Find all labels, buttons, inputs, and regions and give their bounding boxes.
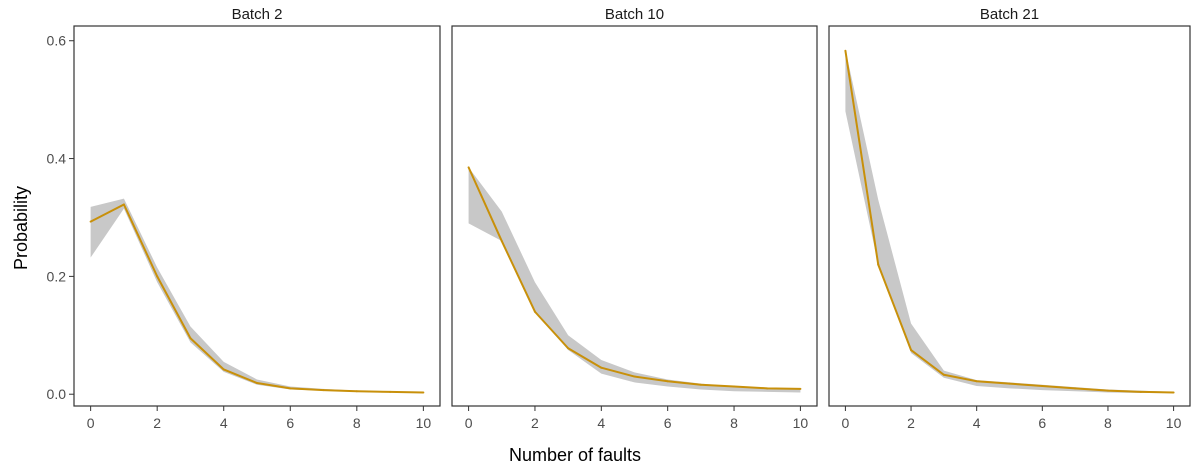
y-tick-label: 0.6 bbox=[47, 33, 67, 49]
data-point bbox=[89, 220, 92, 223]
data-point bbox=[1041, 384, 1044, 387]
panel-2: Batch 10 0 2 4 6 8 10 bbox=[451, 6, 818, 431]
data-point bbox=[975, 380, 978, 383]
y-tick-label: 0.2 bbox=[47, 268, 67, 284]
confidence-band bbox=[90, 198, 424, 394]
data-point bbox=[1139, 390, 1142, 393]
data-point bbox=[189, 337, 192, 340]
confidence-band bbox=[468, 167, 801, 393]
panel-frame bbox=[451, 25, 818, 407]
data-point bbox=[467, 166, 470, 169]
data-point bbox=[533, 310, 536, 313]
data-point bbox=[156, 275, 159, 278]
data-point bbox=[122, 203, 125, 206]
data-point bbox=[322, 389, 325, 392]
data-point bbox=[1074, 387, 1077, 390]
y-tick-label: 0.0 bbox=[47, 386, 67, 402]
x-tick-label: 6 bbox=[1038, 415, 1046, 431]
data-point bbox=[567, 347, 570, 350]
data-point bbox=[766, 387, 769, 390]
data-point bbox=[910, 349, 913, 352]
x-tick-label: 8 bbox=[730, 415, 738, 431]
data-point bbox=[1008, 382, 1011, 385]
panel-frame bbox=[828, 25, 1191, 407]
data-point bbox=[942, 373, 945, 376]
data-point bbox=[289, 387, 292, 390]
series-line bbox=[90, 203, 424, 394]
x-tick-label: 6 bbox=[664, 415, 672, 431]
x-tick-label: 0 bbox=[87, 415, 95, 431]
data-point bbox=[256, 382, 258, 385]
data-point bbox=[877, 263, 880, 266]
x-tick-label: 10 bbox=[1166, 415, 1182, 431]
data-point bbox=[799, 387, 802, 390]
data-point bbox=[1106, 389, 1109, 392]
series-line bbox=[844, 50, 1174, 394]
data-point bbox=[389, 390, 392, 393]
panels: Batch 2 0 2 4 6 8 10 Batch 10 0 2 4 6 8 10 Batch 21 0 2 4… bbox=[73, 6, 1191, 431]
x-tick-label: 4 bbox=[973, 415, 981, 431]
x-tick-label: 6 bbox=[286, 415, 294, 431]
x-tick-label: 8 bbox=[353, 415, 361, 431]
panel-strip-label: Batch 2 bbox=[232, 6, 283, 23]
data-point bbox=[222, 368, 225, 371]
data-point bbox=[355, 390, 358, 393]
y-axis: 0.0 0.2 0.4 0.6 bbox=[47, 33, 74, 402]
panel-strip-label: Batch 21 bbox=[980, 6, 1039, 23]
data-point bbox=[1172, 391, 1175, 394]
x-tick-label: 2 bbox=[907, 415, 915, 431]
x-tick-label: 10 bbox=[793, 415, 809, 431]
x-tick-label: 0 bbox=[842, 415, 850, 431]
x-tick-label: 4 bbox=[597, 415, 605, 431]
x-tick-label: 2 bbox=[531, 415, 539, 431]
panel-3: Batch 21 0 2 4 6 8 10 bbox=[828, 6, 1191, 431]
x-tick-label: 4 bbox=[220, 415, 228, 431]
x-tick-label: 10 bbox=[416, 415, 432, 431]
series-line bbox=[467, 166, 801, 390]
y-tick-label: 0.4 bbox=[47, 151, 67, 167]
x-axis-title: Number of faults bbox=[509, 445, 641, 465]
x-tick-label: 0 bbox=[465, 415, 473, 431]
data-point bbox=[844, 49, 847, 52]
y-axis-title: Probability bbox=[11, 186, 31, 270]
x-tick-label: 8 bbox=[1104, 415, 1112, 431]
data-point bbox=[600, 366, 603, 369]
data-point bbox=[733, 385, 736, 388]
x-tick-label: 2 bbox=[153, 415, 161, 431]
panel-strip-label: Batch 10 bbox=[605, 6, 664, 23]
panel-1: Batch 2 0 2 4 6 8 10 bbox=[73, 6, 441, 431]
data-point bbox=[666, 380, 669, 383]
data-point bbox=[500, 240, 503, 243]
panel-frame bbox=[73, 25, 441, 407]
data-point bbox=[633, 375, 636, 378]
data-point bbox=[422, 391, 425, 394]
confidence-band bbox=[845, 49, 1174, 394]
data-point bbox=[699, 383, 702, 386]
